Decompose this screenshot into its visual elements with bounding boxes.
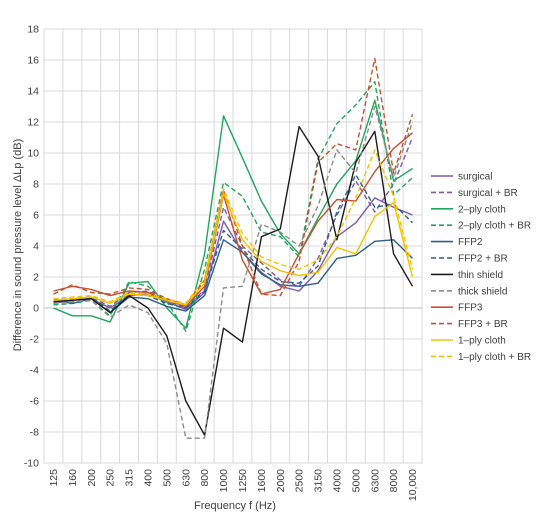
series-line	[53, 132, 413, 308]
y-tick-label: -6	[30, 396, 39, 408]
y-tick-label: -2	[30, 334, 39, 346]
legend-label: thin shield	[458, 270, 503, 281]
x-tick-label: 5000	[350, 469, 362, 493]
x-tick-label: 250	[105, 469, 117, 487]
x-tick-label: 1250	[237, 469, 249, 493]
x-tick-label: 1600	[256, 469, 268, 493]
legend-label: FFP2	[458, 237, 483, 248]
y-tick-label: -8	[30, 427, 39, 439]
series-line	[53, 173, 413, 312]
legend-label: 2–ply cloth	[458, 204, 506, 215]
series-line	[53, 125, 414, 436]
x-tick-label: 800	[199, 469, 211, 487]
y-tick-label: 6	[33, 210, 39, 222]
legend-label: surgical	[458, 172, 492, 183]
x-tick-label: 6300	[369, 469, 381, 493]
x-tick-label: 1000	[218, 469, 230, 493]
y-tick-label: 2	[33, 272, 39, 284]
series-line	[53, 192, 414, 306]
legend: surgical surgical + BR 2–ply cloth 2–ply cl…	[431, 172, 531, 363]
y-axis-title: Difference in sound pressure level ΔLp (…	[12, 139, 24, 352]
x-tick-label: 315	[124, 469, 136, 487]
x-tick-label: 500	[161, 469, 173, 487]
y-tick-label: -10	[24, 458, 39, 470]
legend-label: surgical + BR	[458, 188, 518, 199]
legend-label: thick shield	[458, 286, 507, 297]
x-tick-label: 630	[180, 469, 192, 487]
series-line	[53, 105, 414, 439]
y-tick-label: -4	[30, 365, 39, 377]
legend-label: 1–ply cloth + BR	[458, 352, 531, 363]
legend-label: FFP2 + BR	[458, 254, 508, 265]
series-lines	[53, 57, 414, 439]
x-tick-label: 2000	[275, 469, 287, 493]
x-tick-label: 400	[142, 469, 154, 487]
legend-label: FFP3	[458, 303, 483, 314]
x-tick-label: 160	[67, 469, 79, 487]
x-tick-label: 4000	[331, 469, 343, 493]
x-tick-label: 125	[48, 469, 60, 487]
grid	[43, 28, 423, 464]
x-tick-label: 8000	[388, 469, 400, 493]
legend-label: FFP3 + BR	[458, 319, 508, 330]
series-line	[53, 197, 413, 311]
legend-label: 2–ply cloth + BR	[458, 221, 531, 232]
y-tick-label: 16	[27, 55, 39, 67]
y-tick-label: 14	[27, 86, 39, 98]
y-tick-label: 18	[27, 24, 39, 36]
x-tick-label: 2500	[294, 469, 306, 493]
y-tick-label: 0	[33, 303, 39, 315]
series-line	[53, 149, 414, 305]
y-tick-label: 8	[33, 179, 39, 191]
x-tick-label: 3150	[313, 469, 325, 493]
y-tick-label: 4	[33, 241, 39, 253]
legend-label: 1–ply cloth	[458, 336, 506, 347]
y-tick-label: 12	[27, 117, 39, 129]
x-tick-label: 200	[86, 469, 98, 487]
x-axis-title: Frequency f (Hz)	[194, 500, 276, 512]
x-tick-label: 10,000	[407, 469, 419, 501]
axes: -10 -8 -6 -4 -2 0 2 4 6 8 10 12 14 16 18 125 160 200 250 31…	[24, 24, 422, 501]
y-tick-label: 10	[27, 148, 39, 160]
